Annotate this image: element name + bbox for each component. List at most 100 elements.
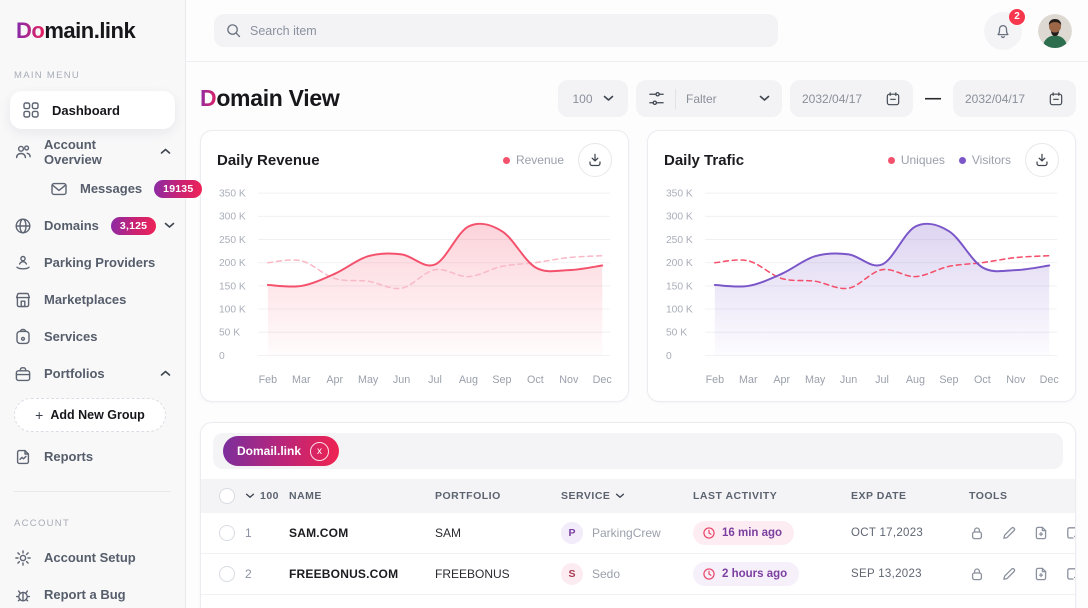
- domain-name: FREEBONUS.COM: [289, 567, 399, 581]
- last-activity-badge: 16 min ago: [693, 521, 795, 545]
- search-bar[interactable]: [214, 14, 778, 47]
- plus-icon: +: [35, 407, 44, 423]
- sliders-icon: [648, 90, 665, 107]
- sidebar-item-marketplaces[interactable]: Marketplaces: [0, 281, 185, 318]
- download-button[interactable]: [1025, 143, 1059, 177]
- sidebar-item-label: Parking Providers: [44, 255, 156, 270]
- briefcase-icon: [14, 365, 32, 383]
- lock-icon[interactable]: [969, 525, 985, 541]
- svg-text:Oct: Oct: [527, 374, 544, 386]
- sidebar-item-portfolios[interactable]: Portfolios: [0, 355, 185, 392]
- sidebar-item-account-overview[interactable]: Account Overview: [0, 133, 185, 170]
- report-icon: [14, 448, 32, 466]
- add-file-icon[interactable]: [1033, 566, 1049, 582]
- svg-text:Dec: Dec: [593, 374, 612, 386]
- row-checkbox[interactable]: [219, 566, 235, 582]
- chevron-down-icon: [603, 95, 614, 102]
- column-header-exp-date: EXP DATE: [851, 490, 907, 502]
- table-header-row: 100 NAME PORTFOLIO SERVICE LAST ACTIVITY…: [201, 479, 1075, 513]
- svg-text:Jul: Jul: [875, 374, 889, 386]
- svg-text:Sep: Sep: [939, 374, 958, 386]
- lock-icon[interactable]: [969, 566, 985, 582]
- column-header-service[interactable]: SERVICE: [561, 490, 693, 502]
- sidebar-item-label: Domains: [44, 218, 99, 233]
- daily-trafic-chart: 350 K 300 K 250 K 200 K 150 K 100 K 50 K 0 Feb Ma…: [666, 189, 1059, 386]
- svg-text:50 K: 50 K: [666, 328, 687, 339]
- filter-chip-domail-link[interactable]: Domail.link x: [223, 436, 340, 466]
- tools-cell: [969, 525, 1075, 541]
- chevron-down-icon: [245, 493, 255, 499]
- clock-icon: [702, 526, 716, 540]
- calendar-icon: [885, 91, 901, 107]
- sidebar-item-parking-providers[interactable]: Parking Providers: [0, 244, 185, 281]
- row-checkbox[interactable]: [219, 525, 235, 541]
- portfolio-name: FREEBONUS: [435, 567, 510, 581]
- page-title: Domain View: [200, 85, 340, 111]
- service-avatar: S: [561, 563, 583, 585]
- select-all-checkbox[interactable]: [219, 488, 235, 504]
- chart-title: Daily Revenue: [217, 151, 320, 169]
- add-new-group-button[interactable]: + Add New Group: [14, 398, 166, 432]
- chevron-down-icon: [759, 95, 770, 102]
- chevron-up-icon: [160, 370, 171, 377]
- avatar[interactable]: [1038, 13, 1072, 48]
- svg-text:Nov: Nov: [559, 374, 579, 386]
- search-input[interactable]: [250, 23, 766, 38]
- sidebar-item-reports[interactable]: Reports: [0, 438, 185, 475]
- remove-filter-icon[interactable]: x: [310, 441, 330, 461]
- svg-text:Feb: Feb: [706, 374, 725, 386]
- svg-text:150 K: 150 K: [219, 281, 246, 292]
- column-header-tools: TOOLS: [969, 490, 1008, 502]
- last-activity-badge: 2 hours ago: [693, 562, 800, 586]
- date-from-picker[interactable]: 2032/04/17: [790, 80, 913, 117]
- sidebar-divider: [14, 491, 171, 492]
- svg-text:250 K: 250 K: [219, 235, 246, 246]
- date-to-picker[interactable]: 2032/04/17: [953, 80, 1076, 117]
- sidebar-item-report-a-bug[interactable]: Report a Bug: [0, 576, 185, 608]
- filter-dropdown[interactable]: Falter: [636, 80, 782, 117]
- sidebar-item-label: Account Overview: [44, 136, 102, 167]
- row-count-header[interactable]: 100: [245, 490, 289, 502]
- svg-text:300 K: 300 K: [219, 212, 246, 223]
- chevron-down-icon: [164, 222, 175, 229]
- sidebar-item-dashboard[interactable]: Dashboard: [10, 91, 175, 129]
- service-cell: S Sedo: [561, 563, 693, 585]
- svg-text:50 K: 50 K: [219, 328, 240, 339]
- active-filters-bar: Domail.link x: [213, 433, 1063, 469]
- logo-dot: .: [93, 18, 100, 43]
- sidebar-item-label: Reports: [44, 449, 94, 464]
- svg-text:200 K: 200 K: [666, 258, 693, 269]
- gear-icon: [14, 549, 32, 567]
- edit-icon[interactable]: [1001, 525, 1017, 541]
- svg-text:0: 0: [666, 351, 672, 362]
- service-cell: P ParkingCrew: [561, 522, 693, 544]
- sidebar-item-domains[interactable]: Domains 3,125: [0, 207, 185, 244]
- daily-revenue-chart: 350 K 300 K 250 K 200 K 150 K 100 K 50 K 0 Feb Ma…: [219, 189, 612, 386]
- sidebar-item-messages[interactable]: Messages 19135: [0, 170, 203, 207]
- calendar-icon: [1048, 91, 1064, 107]
- edit-icon[interactable]: [1001, 566, 1017, 582]
- topbar: 2: [186, 0, 1088, 62]
- service-name: ParkingCrew: [592, 526, 661, 540]
- add-note-icon[interactable]: [1065, 566, 1075, 582]
- svg-text:Feb: Feb: [259, 374, 278, 386]
- sidebar-item-account-setup[interactable]: Account Setup: [0, 539, 185, 576]
- svg-text:350 K: 350 K: [219, 189, 246, 200]
- globe-icon: [14, 217, 32, 235]
- add-new-group-label: Add New Group: [50, 408, 145, 422]
- messages-count-badge: 19135: [154, 179, 203, 198]
- page-size-select[interactable]: 100: [558, 80, 628, 117]
- portfolio-name: SAM: [435, 526, 462, 540]
- download-icon: [587, 152, 603, 168]
- svg-text:100 K: 100 K: [219, 304, 246, 315]
- chart-title: Daily Trafic: [664, 151, 745, 169]
- svg-text:Aug: Aug: [459, 374, 478, 386]
- main-menu-label: MAIN MENU: [14, 70, 81, 81]
- download-button[interactable]: [578, 143, 612, 177]
- envelope-icon: [50, 180, 68, 198]
- notifications-button[interactable]: 2: [984, 8, 1025, 50]
- add-note-icon[interactable]: [1065, 525, 1075, 541]
- sidebar-item-services[interactable]: Services: [0, 318, 185, 355]
- add-file-icon[interactable]: [1033, 525, 1049, 541]
- svg-text:May: May: [358, 374, 379, 386]
